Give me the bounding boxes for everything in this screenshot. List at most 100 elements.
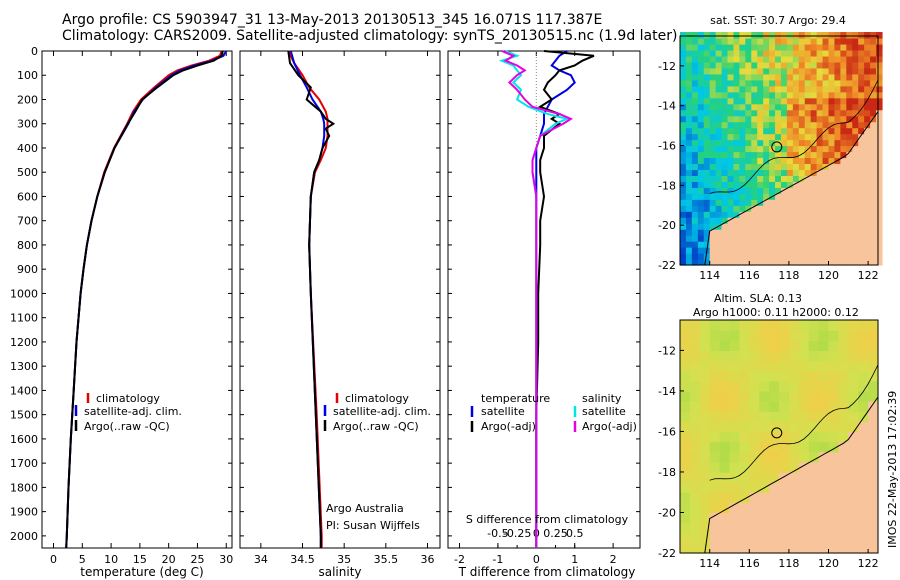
map-cell <box>848 512 859 524</box>
map-cell <box>822 85 830 93</box>
map-y-tick-label: -20 <box>658 506 676 519</box>
map-cell <box>739 109 746 117</box>
map-cell <box>685 61 693 69</box>
map-cell <box>858 73 865 81</box>
map-cell <box>808 350 820 362</box>
map-cell <box>709 340 721 351</box>
x2-tick-label: 0.5 <box>566 527 584 540</box>
map-cell <box>798 471 810 483</box>
map-cell <box>775 32 782 39</box>
map-cell <box>739 163 746 171</box>
map-cell <box>779 542 790 554</box>
map-cell <box>786 67 794 75</box>
map-cell <box>864 32 871 39</box>
map-cell <box>775 175 782 182</box>
map-cell <box>780 157 788 165</box>
map-cell <box>757 133 764 141</box>
map-cell <box>775 235 782 242</box>
map-cell <box>858 320 869 331</box>
map-cell <box>745 181 752 188</box>
map-cell <box>848 421 859 433</box>
map-cell <box>840 229 847 236</box>
map-cell <box>715 32 723 39</box>
map-cell <box>834 145 841 153</box>
map-cell <box>858 360 869 372</box>
map-cell <box>828 259 836 266</box>
map-cell <box>680 253 687 260</box>
map-cell <box>709 330 721 341</box>
map-cell <box>798 163 806 171</box>
map-cell <box>697 85 705 93</box>
difference-legend: temperature satellite Argo(-adj) salinit… <box>470 392 637 433</box>
map-cell <box>840 73 847 81</box>
map-cell <box>804 199 812 206</box>
map-cell <box>816 199 824 206</box>
map-cell <box>751 235 758 242</box>
map-cell <box>733 43 740 51</box>
map-cell <box>721 211 729 218</box>
map-cell <box>779 340 790 351</box>
map-cell <box>838 512 849 524</box>
map-cell <box>858 229 865 236</box>
map-cell <box>804 217 812 224</box>
map-cell <box>858 411 869 422</box>
map-cell <box>745 109 752 117</box>
map-cell <box>727 253 735 260</box>
map-cell <box>852 127 859 135</box>
map-cell <box>769 151 776 159</box>
map-cell <box>757 175 764 182</box>
map-cell <box>822 193 830 200</box>
map-cell <box>852 97 859 105</box>
map-cell <box>697 253 705 260</box>
map-cell <box>759 350 770 362</box>
map-cell <box>739 85 746 93</box>
map-cell <box>798 193 806 200</box>
map-cell <box>798 91 806 99</box>
map-cell <box>689 471 701 483</box>
x-tick-label: 10 <box>104 553 118 566</box>
map-cell <box>757 73 764 81</box>
map-cell <box>759 441 770 453</box>
map-cell <box>769 163 776 171</box>
map-cell <box>757 67 764 75</box>
map-cell <box>828 542 839 554</box>
map-cell <box>685 43 693 51</box>
map-cell <box>775 193 782 200</box>
map-cell <box>779 512 790 524</box>
map-cell <box>779 380 790 392</box>
map-cell <box>697 97 705 105</box>
y-tick-label: 700 <box>17 215 38 228</box>
map-cell <box>788 330 800 341</box>
map-cell <box>697 79 705 87</box>
map-cell <box>858 380 869 392</box>
x-tick-label: 1 <box>571 553 578 566</box>
map-cell <box>868 411 879 422</box>
map-cell <box>749 482 760 493</box>
map-cell <box>727 163 735 171</box>
map-cell <box>739 247 746 254</box>
map-cell <box>715 235 723 242</box>
map-cell <box>858 247 865 254</box>
map-cell <box>733 121 740 129</box>
map-cell <box>780 127 788 135</box>
map-cell <box>858 350 869 362</box>
map-cell <box>709 91 717 99</box>
map-cell <box>719 350 731 362</box>
map-cell <box>745 253 752 260</box>
map-cell <box>870 121 877 129</box>
map-cell <box>691 37 699 45</box>
map-cell <box>868 441 879 453</box>
map-cell <box>703 229 711 236</box>
map-cell <box>745 79 752 87</box>
map-cell <box>680 61 687 69</box>
map-cell <box>709 235 717 242</box>
map-cell <box>834 121 841 129</box>
map-cell <box>739 37 746 45</box>
map-cell <box>798 61 806 69</box>
x-tick-label: 0 <box>50 553 57 566</box>
map-cell <box>763 259 770 266</box>
map-cell <box>691 217 699 224</box>
map-cell <box>749 380 760 392</box>
map-cell <box>685 37 693 45</box>
map-cell <box>846 157 853 165</box>
